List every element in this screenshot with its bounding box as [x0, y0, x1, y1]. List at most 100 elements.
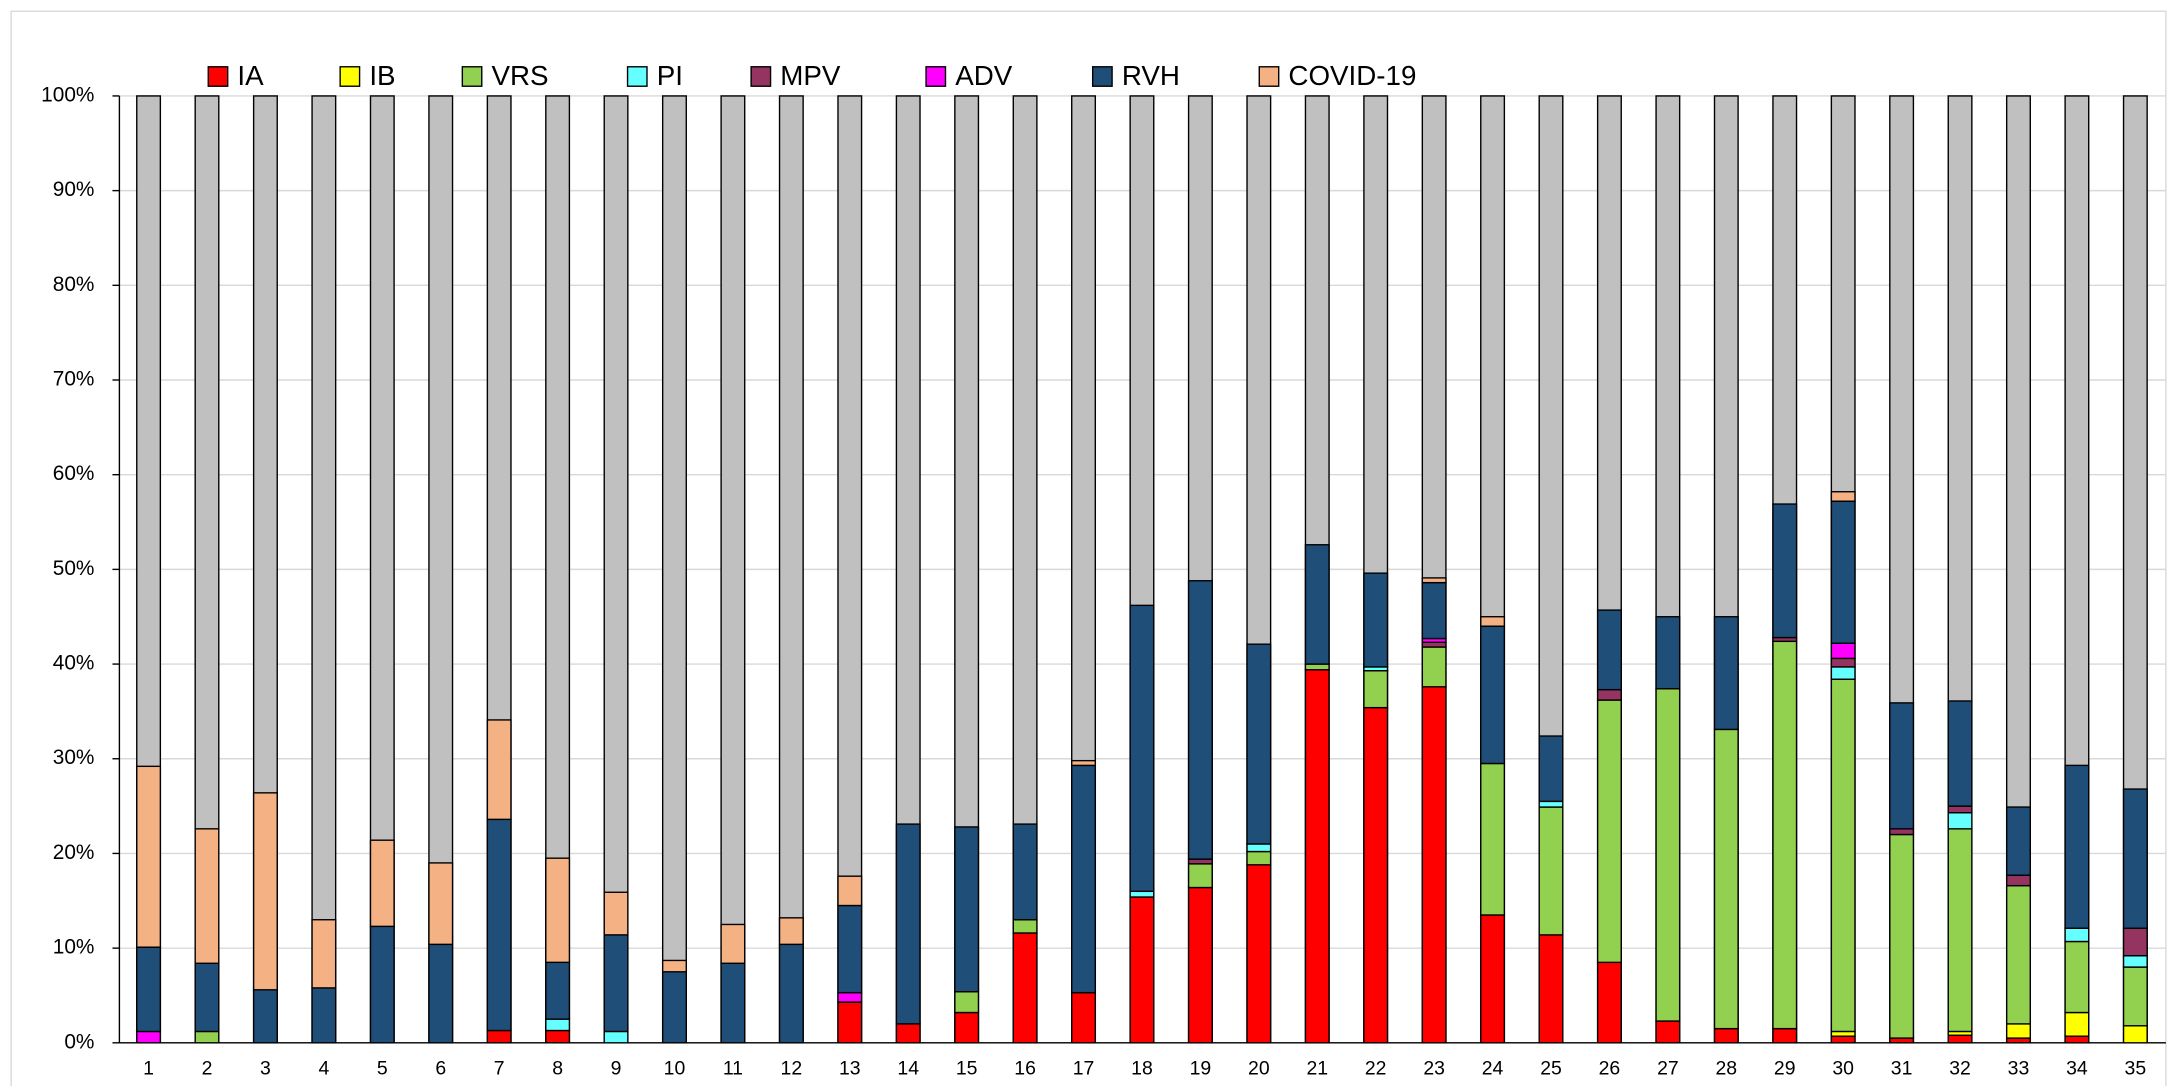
bar-remainder	[720, 95, 746, 1044]
x-tick-label: 3	[260, 1057, 271, 1079]
bar-segment	[1830, 666, 1856, 680]
bar-segment	[194, 1030, 220, 1044]
bar-segment	[1889, 828, 1915, 836]
bar-segment	[2122, 1025, 2148, 1044]
bar-segment	[1480, 625, 1506, 765]
bar-segment	[895, 1023, 921, 1044]
bar-segment	[1012, 823, 1038, 921]
bar-segment	[1421, 581, 1447, 640]
bar-segment	[1304, 663, 1330, 671]
bar-segment	[954, 826, 980, 993]
bar-segment	[136, 946, 162, 1033]
x-tick-label: 11	[723, 1057, 743, 1079]
bar-segment	[428, 943, 454, 1044]
bar-segment	[603, 1030, 629, 1044]
bar-segment	[1421, 641, 1447, 648]
x-tick-label: 28	[1715, 1057, 1737, 1079]
x-tick-label: 5	[377, 1057, 388, 1079]
bar-segment	[1947, 828, 1973, 1033]
bar-segment	[194, 828, 220, 964]
bar-segment	[428, 862, 454, 946]
bar-segment	[1304, 544, 1330, 665]
legend-swatch	[461, 66, 483, 87]
bar-remainder	[311, 95, 337, 1044]
bar-segment	[1947, 1034, 1973, 1044]
bar-segment	[1830, 491, 1856, 502]
bar-segment	[252, 792, 278, 991]
y-tick-label: 10%	[53, 936, 95, 959]
bar-segment	[1246, 843, 1272, 853]
x-tick-label: 18	[1131, 1057, 1153, 1079]
x-tick-label: 20	[1248, 1057, 1270, 1079]
bar-segment	[837, 904, 863, 994]
y-tick-label: 100%	[41, 83, 94, 106]
bar-segment	[837, 991, 863, 1003]
bar-segment	[1772, 640, 1798, 1030]
bar-segment	[1421, 646, 1447, 688]
bar-segment	[895, 823, 921, 1025]
bar-remainder	[661, 95, 687, 1044]
x-tick-label: 7	[494, 1057, 505, 1079]
legend-label: ADV	[955, 60, 1013, 91]
bar-segment	[2005, 1023, 2031, 1039]
legend-label: VRS	[491, 60, 548, 91]
x-tick-label: 23	[1423, 1057, 1445, 1079]
bar-segment	[954, 1011, 980, 1044]
y-tick-label: 70%	[53, 368, 95, 391]
y-tick-label: 90%	[53, 178, 95, 201]
legend-label: RVH	[1122, 60, 1180, 91]
bar-segment	[2064, 764, 2090, 929]
bar-segment	[1071, 991, 1097, 1044]
bar-segment	[837, 875, 863, 907]
x-tick-label: 12	[781, 1057, 803, 1079]
bar-segment	[1713, 616, 1739, 731]
bar-segment	[1538, 934, 1564, 1044]
x-tick-label: 9	[611, 1057, 622, 1079]
bar-segment	[252, 989, 278, 1044]
bar-segment	[1947, 812, 1973, 830]
x-tick-label: 29	[1774, 1057, 1796, 1079]
bar-segment	[1246, 850, 1272, 866]
x-tick-label: 1	[143, 1057, 154, 1079]
x-tick-label: 25	[1540, 1057, 1562, 1079]
legend-label: IA	[237, 60, 264, 91]
x-tick-label: 26	[1599, 1057, 1621, 1079]
bar-segment	[1830, 642, 1856, 660]
x-tick-label: 14	[897, 1057, 919, 1079]
bar-segment	[1246, 864, 1272, 1044]
bar-segment	[1830, 500, 1856, 644]
bar-segment	[1713, 1027, 1739, 1044]
x-tick-label: 17	[1073, 1057, 1095, 1079]
bar-segment	[1187, 858, 1213, 865]
legend-label: MPV	[780, 60, 841, 91]
bar-segment	[2122, 927, 2148, 957]
legend-swatch	[207, 66, 229, 87]
bar-segment	[486, 719, 512, 821]
x-tick-label: 19	[1190, 1057, 1212, 1079]
bar-segment	[1889, 833, 1915, 1039]
bar-segment	[1363, 670, 1389, 709]
bar-segment	[2122, 788, 2148, 929]
bar-segment	[1596, 609, 1622, 691]
bar-segment	[1830, 657, 1856, 668]
bar-segment	[1596, 961, 1622, 1044]
bar-segment	[603, 891, 629, 936]
x-tick-label: 24	[1482, 1057, 1504, 1079]
bar-segment	[1012, 932, 1038, 1044]
bar-segment	[778, 917, 804, 946]
bar-segment	[486, 1029, 512, 1044]
bar-segment	[1363, 706, 1389, 1044]
bar-segment	[2064, 1011, 2090, 1037]
legend-label: IB	[369, 60, 395, 91]
bar-segment	[194, 962, 220, 1033]
x-tick-label: 31	[1891, 1057, 1913, 1079]
x-tick-label: 21	[1306, 1057, 1328, 1079]
bar-segment	[661, 959, 687, 973]
x-tick-label: 34	[2066, 1057, 2088, 1079]
bar-segment	[1071, 759, 1097, 767]
bar-segment	[2064, 1035, 2090, 1044]
bar-segment	[1655, 1020, 1681, 1044]
x-tick-label: 2	[202, 1057, 213, 1079]
bar-segment	[1187, 580, 1213, 860]
x-tick-label: 6	[435, 1057, 446, 1079]
